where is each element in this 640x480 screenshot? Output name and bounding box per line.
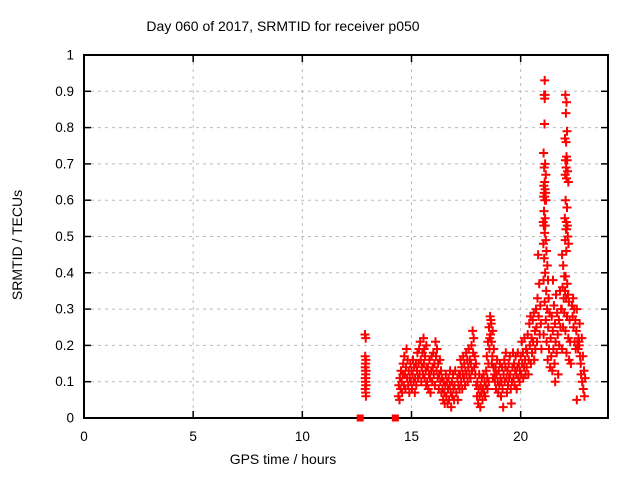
square-marker	[356, 414, 364, 422]
y-tick-label: 0.9	[55, 84, 74, 99]
y-axis-label: SRMTID / TECUs	[9, 190, 25, 300]
axis-ticks	[83, 54, 608, 419]
y-tick-label: 0.2	[55, 338, 74, 353]
y-tick-label: 0.8	[55, 120, 74, 135]
x-tick-label: 20	[513, 429, 528, 444]
x-tick-label: 0	[80, 429, 88, 444]
x-tick-label: 15	[404, 429, 419, 444]
y-tick-label: 0.7	[55, 156, 74, 171]
x-tick-label: 5	[189, 429, 197, 444]
y-tick-label: 0.3	[55, 302, 74, 317]
y-tick-label: 0.6	[55, 193, 74, 208]
chart-title: Day 060 of 2017, SRMTID for receiver p05…	[146, 18, 419, 34]
x-tick-label: 10	[295, 429, 310, 444]
data-points	[356, 75, 590, 422]
y-tick-label: 0.5	[55, 229, 74, 244]
plus-markers	[360, 75, 590, 412]
tick-labels: 0 5 10 15 20 0 0.1 0.2 0.3 0.4 0.5 0.6 0.7 0.8 0.9 1	[55, 48, 528, 445]
y-tick-label: 0.4	[55, 265, 74, 280]
y-tick-label: 1	[66, 48, 74, 63]
y-tick-label: 0.1	[55, 374, 74, 389]
x-axis-label: GPS time / hours	[230, 451, 337, 467]
y-tick-label: 0	[66, 411, 74, 426]
square-marker	[391, 414, 399, 422]
